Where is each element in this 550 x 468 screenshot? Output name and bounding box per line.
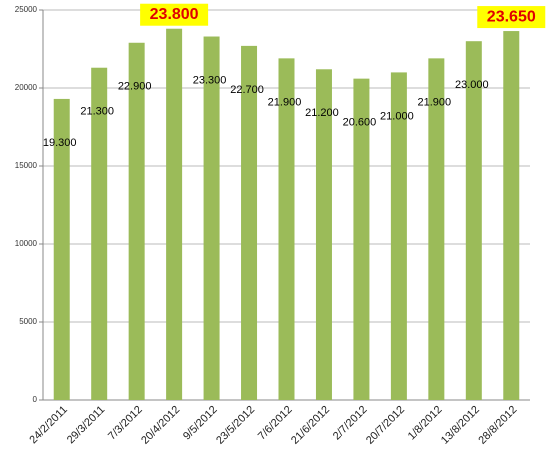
x-tick-label: 20/4/2012 — [139, 404, 182, 447]
bar — [53, 98, 70, 401]
value-label: 21.900 — [268, 96, 302, 108]
y-tick-label: 10000 — [15, 239, 38, 248]
bar — [390, 72, 407, 401]
y-tick-label: 15000 — [15, 161, 38, 170]
bar — [465, 41, 482, 400]
bar — [91, 67, 108, 400]
x-tick-label: 2/7/2012 — [331, 404, 370, 443]
value-label: 22.700 — [230, 84, 264, 96]
bar — [428, 58, 445, 401]
value-label: 23.300 — [193, 74, 227, 86]
value-label: 21.000 — [380, 110, 414, 122]
x-tick-label: 24/2/2011 — [27, 404, 70, 447]
value-label: 23.650 — [487, 8, 536, 25]
value-label: 20.600 — [343, 117, 377, 129]
x-tick-label: 9/5/2012 — [181, 404, 220, 443]
x-tick-label: 23/5/2012 — [214, 404, 257, 447]
y-tick-label: 5000 — [19, 317, 37, 326]
x-tick-label: 13/8/2012 — [439, 404, 482, 447]
x-tick-label: 20/7/2012 — [364, 404, 407, 447]
x-tick-label: 28/8/2012 — [476, 404, 519, 447]
value-label: 23.800 — [150, 6, 199, 23]
label-highlight — [477, 6, 546, 29]
y-tick-label: 0 — [33, 395, 38, 404]
value-label: 21.300 — [80, 106, 114, 118]
bar — [503, 31, 520, 401]
x-tick-label: 1/8/2012 — [406, 404, 445, 443]
bar — [166, 28, 183, 400]
label-highlight — [140, 3, 209, 26]
bar — [241, 45, 258, 400]
x-tick-label: 29/3/2011 — [65, 404, 108, 447]
value-label: 21.900 — [418, 96, 452, 108]
x-tick-label: 21/6/2012 — [289, 404, 332, 447]
value-label: 23.000 — [455, 79, 489, 91]
value-label: 22.900 — [118, 81, 152, 93]
bar — [315, 69, 332, 400]
bar — [203, 36, 220, 401]
y-tick-label: 25000 — [15, 5, 38, 14]
x-tick-label: 7/3/2012 — [106, 404, 145, 443]
value-label: 19.300 — [43, 137, 77, 149]
value-label: 21.200 — [305, 107, 339, 119]
bar — [128, 42, 145, 400]
x-tick-label: 7/6/2012 — [256, 404, 295, 443]
bar — [353, 78, 370, 400]
y-tick-label: 20000 — [15, 83, 38, 92]
bar — [278, 58, 295, 401]
